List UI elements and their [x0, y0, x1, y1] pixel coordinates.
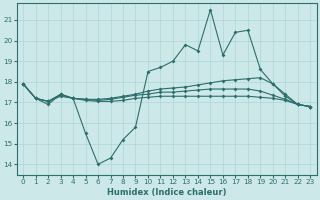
X-axis label: Humidex (Indice chaleur): Humidex (Indice chaleur): [107, 188, 227, 197]
